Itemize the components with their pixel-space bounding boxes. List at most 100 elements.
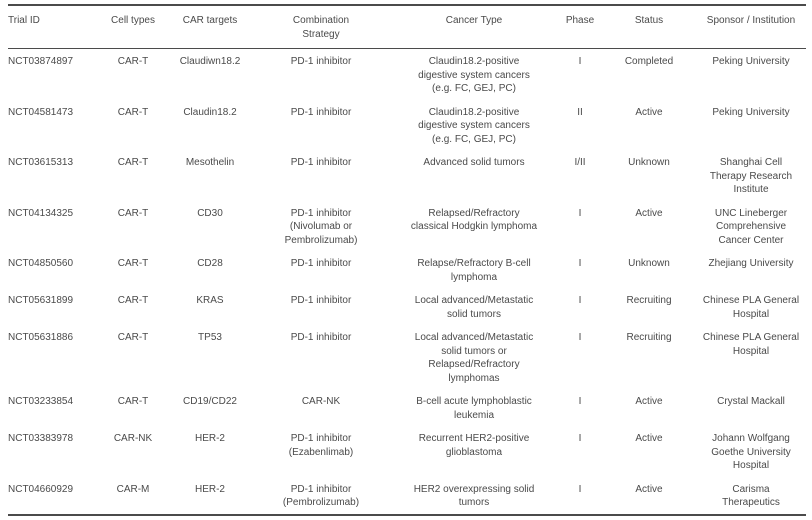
cell-cancer-type: Recurrent HER2-positive glioblastoma	[418, 433, 530, 458]
cell-cell-types: CAR-T	[117, 106, 149, 118]
cell-phase: I	[578, 258, 582, 269]
cell-status: Unknown	[628, 157, 670, 168]
col-header-trial-id: Trial ID	[8, 15, 40, 26]
cell-sponsor-institution: Chinese PLA General Hospital	[702, 332, 800, 357]
cell-combination-strategy: PD-1 inhibitor	[290, 258, 352, 269]
cell-trial-id: NCT05631899	[8, 295, 74, 306]
cell-trial-id: NCT03874897	[8, 56, 74, 67]
col-header-cell-types: Cell types	[111, 15, 155, 26]
cell-trial-id: NCT03233854	[8, 396, 74, 407]
cell-status: Active	[635, 207, 663, 219]
table-row: NCT03383978 CAR-NK HER-2 PD-1 inhibitor (Ez…	[8, 426, 806, 477]
col-header-combination-strategy: Combination Strategy	[292, 15, 350, 40]
cell-cancer-type: B-cell acute lymphoblastic leukemia	[416, 396, 532, 421]
cell-trial-id: NCT05631886	[8, 332, 74, 343]
cell-car-targets: KRAS	[196, 295, 224, 306]
cell-phase: I	[578, 207, 582, 219]
cell-combination-strategy: PD-1 inhibitor	[290, 106, 352, 118]
cell-sponsor-institution: Chinese PLA General Hospital	[702, 295, 800, 320]
cell-sponsor-institution: Shanghai Cell Therapy Research Institute	[709, 157, 793, 195]
cell-sponsor-institution: Crystal Mackall	[717, 396, 785, 407]
cell-car-targets: CD30	[197, 207, 223, 219]
table-row: NCT04660929 CAR-M HER-2 PD-1 inhibitor (Pem…	[8, 477, 806, 515]
cell-car-targets: HER-2	[194, 483, 225, 495]
cell-phase: I	[578, 483, 582, 495]
cell-trial-id: NCT04134325	[8, 207, 74, 219]
cell-car-targets: Claudiwn18.2	[179, 56, 241, 67]
table-row: NCT05631886 CAR-T TP53 PD-1 inhibitor Local …	[8, 325, 806, 389]
table-row: NCT03233854 CAR-T CD19/CD22 CAR-NK B-cell ac…	[8, 389, 806, 426]
cell-cell-types: CAR-NK	[113, 433, 153, 444]
cell-cancer-type: HER2 overexpressing solid tumors	[413, 483, 535, 509]
cell-cancer-type: Claudin18.2-positive digestive system ca…	[418, 106, 530, 145]
cell-cell-types: CAR-T	[117, 332, 149, 343]
col-header-phase: Phase	[565, 15, 595, 26]
table-row: NCT05631899 CAR-T KRAS PD-1 inhibitor Local …	[8, 288, 806, 325]
table-body: NCT03874897 CAR-T Claudiwn18.2 PD-1 inhibit…	[8, 49, 806, 515]
cell-cancer-type: Local advanced/Metastatic solid tumors	[414, 295, 534, 320]
cell-phase: I	[578, 332, 582, 343]
cell-combination-strategy: PD-1 inhibitor	[290, 295, 352, 306]
cell-sponsor-institution: Peking University	[712, 106, 790, 118]
cell-trial-id: NCT03383978	[8, 433, 74, 444]
cell-status: Active	[635, 106, 663, 118]
cell-cell-types: CAR-T	[117, 157, 149, 168]
cell-car-targets: Claudin18.2	[183, 106, 237, 118]
cell-sponsor-institution: Carisma Therapeutics	[722, 483, 780, 509]
cell-status: Unknown	[628, 258, 670, 269]
cell-combination-strategy: PD-1 inhibitor	[290, 56, 352, 67]
cell-car-targets: TP53	[198, 332, 222, 343]
table-row: NCT04850560 CAR-T CD28 PD-1 inhibitor Relaps…	[8, 251, 806, 288]
col-header-car-targets: CAR targets	[182, 15, 238, 26]
col-header-sponsor-institution: Sponsor / Institution	[706, 15, 796, 26]
cell-status: Completed	[624, 56, 674, 67]
header-row: Trial ID Cell types CAR targets Combinat…	[8, 5, 806, 49]
col-header-status: Status	[634, 15, 664, 26]
cell-sponsor-institution: UNC Lineberger Comprehensive Cancer Cent…	[714, 207, 788, 246]
cell-phase: I	[578, 295, 582, 306]
cell-car-targets: CD28	[197, 258, 223, 269]
cell-sponsor-institution: Zhejiang University	[708, 258, 794, 269]
cell-cancer-type: Relapse/Refractory B-cell lymphoma	[417, 258, 531, 283]
cell-status: Active	[635, 483, 663, 495]
table-row: NCT04134325 CAR-T CD30 PD-1 inhibitor (Nivo…	[8, 201, 806, 252]
cell-car-targets: Mesothelin	[185, 157, 235, 168]
table-row: NCT03615313 CAR-T Mesothelin PD-1 inhibitor…	[8, 150, 806, 201]
cell-trial-id: NCT03615313	[8, 157, 74, 168]
cell-cell-types: CAR-T	[117, 207, 149, 219]
cell-status: Recruiting	[626, 332, 672, 343]
cell-combination-strategy: PD-1 inhibitor	[290, 157, 352, 168]
cell-phase: I	[578, 56, 582, 67]
cell-trial-id: NCT04581473	[8, 106, 74, 118]
cell-cell-types: CAR-T	[117, 56, 149, 67]
cell-cancer-type: Relapsed/Refractory classical Hodgkin ly…	[410, 207, 538, 233]
cell-trial-id: NCT04850560	[8, 258, 74, 269]
cell-phase: I/II	[574, 157, 586, 168]
col-header-cancer-type: Cancer Type	[445, 15, 503, 26]
cell-sponsor-institution: Peking University	[712, 56, 790, 67]
cell-status: Active	[635, 396, 663, 407]
cell-combination-strategy: PD-1 inhibitor (Pembrolizumab)	[282, 483, 360, 509]
cell-cell-types: CAR-T	[117, 258, 149, 269]
cell-car-targets: HER-2	[194, 433, 225, 444]
table-row: NCT04581473 CAR-T Claudin18.2 PD-1 inhibito…	[8, 100, 806, 151]
cell-phase: I	[578, 396, 582, 407]
cell-combination-strategy: PD-1 inhibitor (Nivolumab or Pembrolizum…	[284, 207, 358, 246]
cell-combination-strategy: CAR-NK	[301, 396, 341, 407]
cell-cancer-type: Advanced solid tumors	[423, 157, 525, 168]
cell-sponsor-institution: Johann Wolfgang Goethe University Hospit…	[711, 433, 791, 471]
cell-status: Recruiting	[626, 295, 672, 306]
clinical-trials-table-container: Trial ID Cell types CAR targets Combinat…	[8, 4, 806, 516]
cell-cancer-type: Claudin18.2-positive digestive system ca…	[418, 56, 530, 94]
cell-phase: I	[578, 433, 582, 444]
clinical-trials-table: Trial ID Cell types CAR targets Combinat…	[8, 4, 806, 516]
cell-car-targets: CD19/CD22	[183, 396, 237, 407]
cell-cell-types: CAR-M	[116, 483, 150, 495]
cell-combination-strategy: PD-1 inhibitor	[290, 332, 352, 343]
cell-trial-id: NCT04660929	[8, 483, 74, 495]
cell-status: Active	[635, 433, 663, 444]
cell-cell-types: CAR-T	[117, 396, 149, 407]
cell-cell-types: CAR-T	[117, 295, 149, 306]
cell-combination-strategy: PD-1 inhibitor (Ezabenlimab)	[288, 433, 354, 458]
